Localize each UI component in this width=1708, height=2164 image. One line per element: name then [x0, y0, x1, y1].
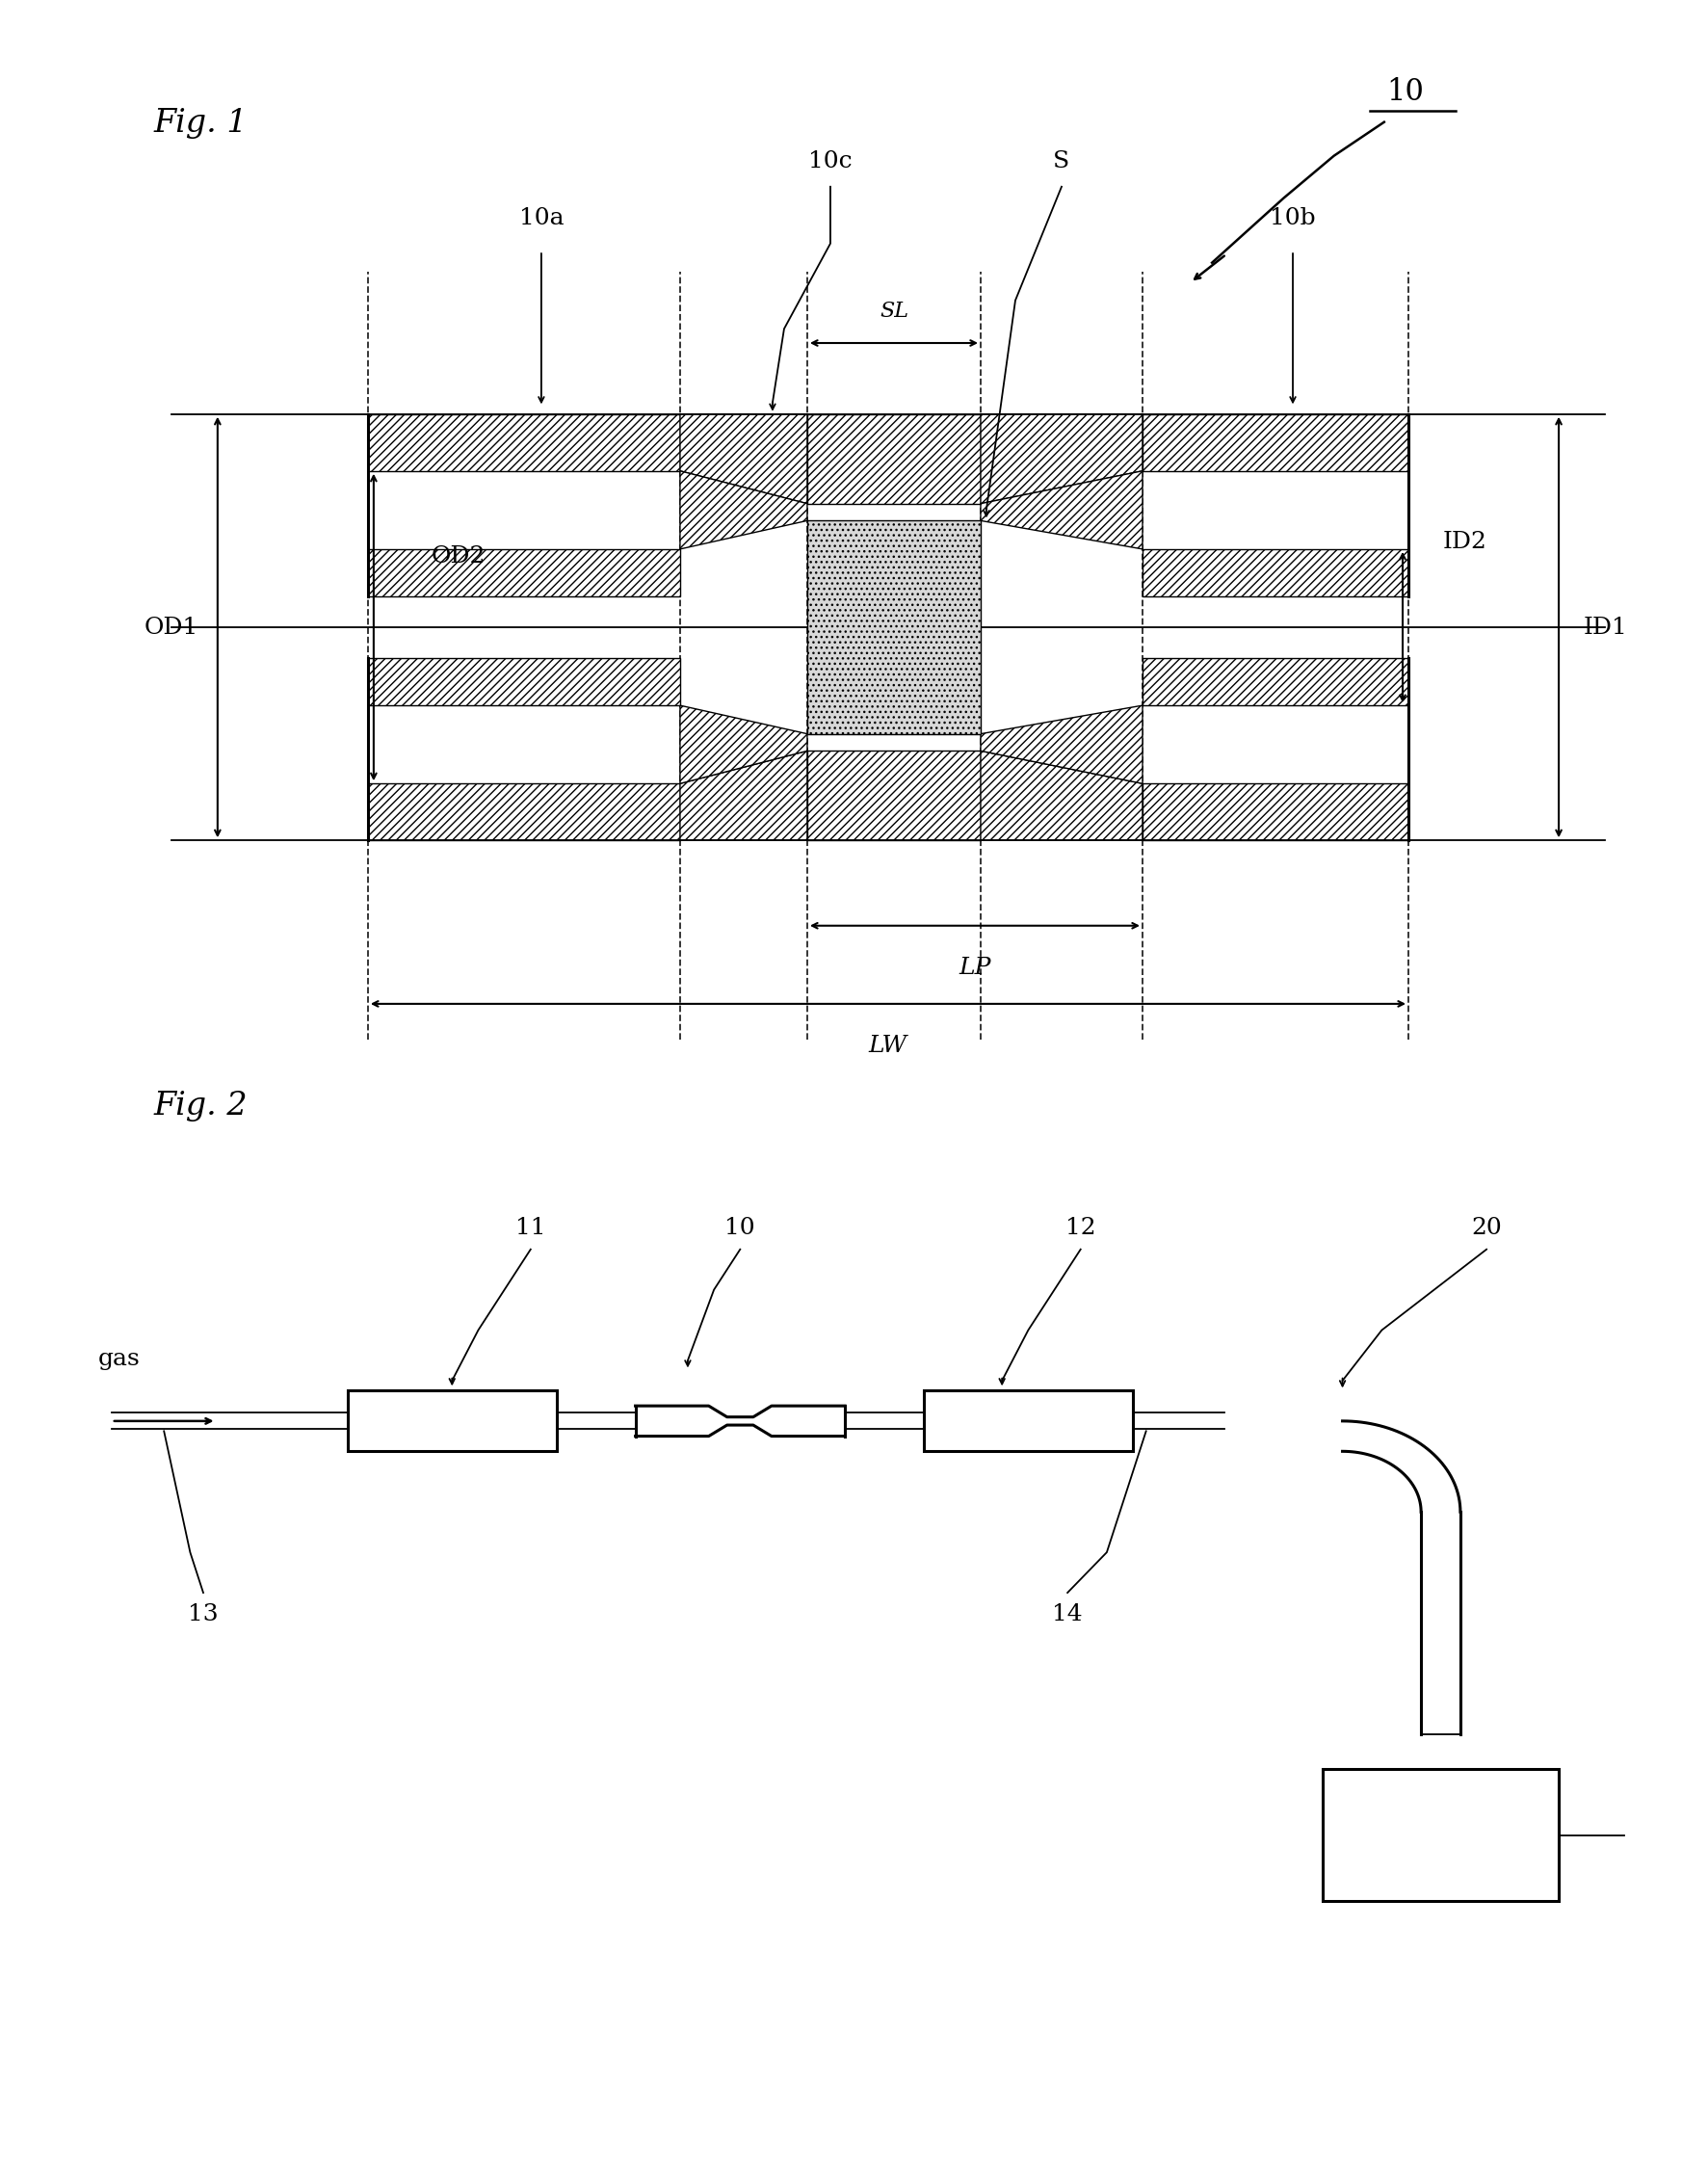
Bar — [347, 1391, 557, 1452]
Text: OD1: OD1 — [143, 617, 198, 638]
Text: gas: gas — [99, 1348, 140, 1370]
Polygon shape — [367, 658, 680, 705]
Polygon shape — [680, 413, 808, 504]
Polygon shape — [980, 413, 1143, 504]
Polygon shape — [1143, 413, 1409, 472]
Polygon shape — [1143, 783, 1409, 840]
Polygon shape — [1143, 550, 1409, 595]
Polygon shape — [980, 705, 1143, 783]
Text: 10c: 10c — [808, 149, 852, 173]
Text: 20: 20 — [1471, 1216, 1501, 1240]
Bar — [1324, 1770, 1559, 1900]
Polygon shape — [808, 751, 980, 840]
Text: Fig. 2: Fig. 2 — [154, 1091, 248, 1121]
Text: ID2: ID2 — [1443, 530, 1488, 554]
Text: 14: 14 — [1052, 1604, 1083, 1625]
Polygon shape — [808, 522, 980, 734]
Polygon shape — [680, 705, 808, 783]
Text: 10a: 10a — [519, 208, 564, 229]
Polygon shape — [367, 550, 680, 595]
Polygon shape — [680, 472, 808, 550]
Bar — [924, 1391, 1132, 1452]
Text: 10b: 10b — [1269, 208, 1315, 229]
Text: LW: LW — [869, 1034, 907, 1058]
Text: ID1: ID1 — [1583, 617, 1628, 638]
Polygon shape — [680, 751, 808, 840]
Polygon shape — [980, 751, 1143, 840]
Text: S: S — [1054, 149, 1069, 173]
Text: Fig. 1: Fig. 1 — [154, 108, 248, 138]
Text: 12: 12 — [1066, 1216, 1097, 1240]
Text: LP: LP — [958, 956, 991, 978]
Text: SL: SL — [880, 301, 909, 322]
Polygon shape — [367, 413, 680, 472]
Text: 10: 10 — [724, 1216, 755, 1240]
Polygon shape — [1143, 658, 1409, 705]
Text: 11: 11 — [516, 1216, 547, 1240]
Polygon shape — [808, 413, 980, 504]
Text: OD2: OD2 — [432, 545, 485, 567]
Polygon shape — [980, 472, 1143, 550]
Text: 10: 10 — [1387, 78, 1424, 106]
Text: 13: 13 — [188, 1604, 219, 1625]
Polygon shape — [367, 783, 680, 840]
